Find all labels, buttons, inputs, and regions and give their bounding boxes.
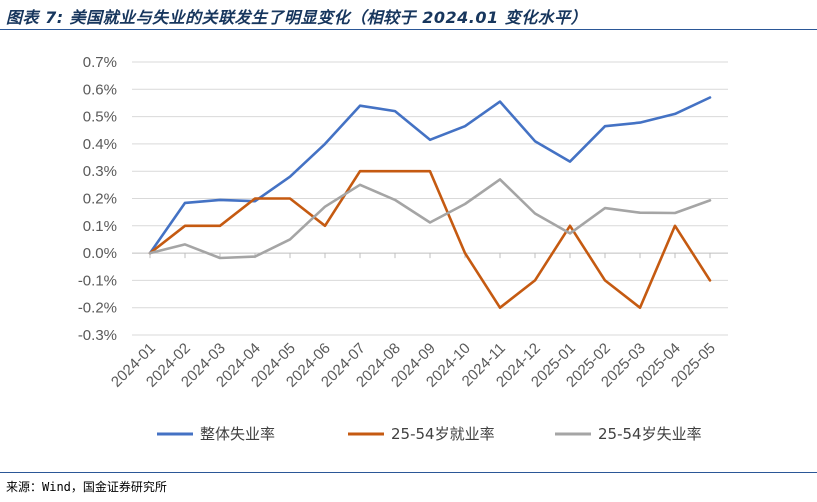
series-line-1 [148, 96, 712, 255]
y-tick-label: 0.3% [83, 163, 117, 180]
legend-label-3: 25-54岁失业率 [598, 425, 702, 443]
x-axis-ticks: 2024-012024-022024-032024-042024-052024-… [108, 253, 719, 391]
y-tick-label: 0.1% [83, 218, 117, 235]
y-tick-label: 0.7% [83, 54, 117, 71]
legend-label-2: 25-54岁就业率 [391, 425, 495, 443]
series-line-2 [148, 169, 712, 310]
y-tick-label: 0.2% [83, 191, 117, 208]
footer-divider [0, 472, 817, 473]
y-tick-label: 0.4% [83, 136, 117, 153]
legend: 整体失业率 25-54岁就业率 25-54岁失业率 [157, 425, 702, 443]
figure-title: 图表 7: 美国就业与失业的关联发生了明显变化（相较于 2024.01 变化水平… [6, 8, 588, 27]
y-tick-label: 0.5% [83, 109, 117, 126]
series-line-3 [148, 178, 712, 260]
legend-label-1: 整体失业率 [200, 425, 275, 443]
y-tick-label: -0.3% [78, 327, 117, 344]
y-tick-label: 0.0% [83, 245, 117, 262]
series-lines [148, 96, 712, 310]
y-axis-ticks: -0.3% -0.2% -0.1% 0.0% 0.1% 0.2% 0.3% 0.4% 0.5% 0… [78, 54, 117, 344]
y-tick-label: 0.6% [83, 81, 117, 98]
title-divider [0, 29, 817, 30]
y-tick-label: -0.2% [78, 300, 117, 317]
source-note: 来源：Wind，国金证券研究所 [6, 480, 167, 494]
gridlines [132, 61, 728, 336]
y-tick-label: -0.1% [78, 272, 117, 289]
line-chart: -0.3% -0.2% -0.1% 0.0% 0.1% 0.2% 0.3% 0.4% 0.5% 0… [78, 54, 728, 443]
